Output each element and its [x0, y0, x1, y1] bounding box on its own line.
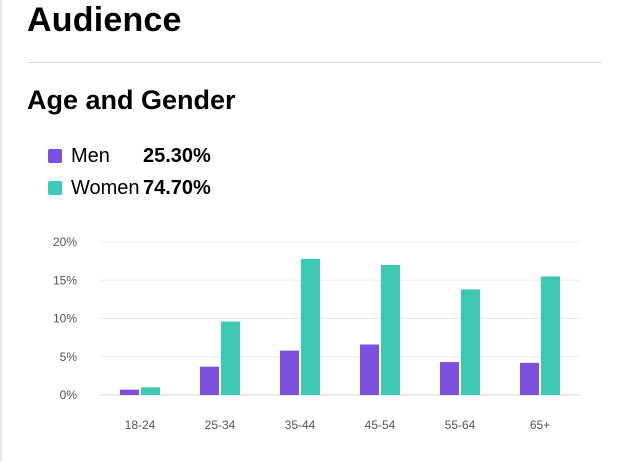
- y-tick-label: 5%: [60, 350, 78, 364]
- y-tick-label: 10%: [53, 312, 77, 326]
- legend-item-men[interactable]: Men 25.30%: [48, 140, 211, 172]
- y-tick-label: 15%: [53, 273, 77, 287]
- section-divider: [27, 62, 602, 63]
- legend-label-women: Women: [71, 176, 140, 199]
- legend-item-women[interactable]: Women 74.70%: [48, 172, 211, 204]
- legend-swatch-men: [48, 149, 62, 163]
- bar-men-18-24: [120, 389, 139, 395]
- legend-swatch-women: [48, 181, 62, 195]
- bar-men-25-34: [200, 366, 219, 395]
- bar-men-35-44: [280, 350, 299, 395]
- bar-men-55-64: [440, 362, 459, 395]
- legend-value-men: 25.30%: [143, 144, 211, 167]
- x-tick-label: 25-34: [205, 418, 236, 432]
- section-title: Audience: [27, 1, 182, 39]
- bar-women-45-54: [381, 264, 400, 395]
- chart-title: Age and Gender: [27, 85, 236, 115]
- bar-men-45-54: [360, 344, 379, 395]
- x-tick-label: 45-54: [365, 418, 396, 432]
- bar-women-55-64: [461, 289, 480, 395]
- label-layer: 0% 5% 10% 15% 20% 18-24 25-34 35-44 45-54 55-64 65…: [53, 235, 550, 432]
- legend-value-women: 74.70%: [143, 176, 211, 199]
- left-border: [0, 0, 2, 461]
- y-tick-label: 20%: [53, 235, 77, 249]
- legend-label-men: Men: [71, 144, 110, 167]
- bar-women-35-44: [301, 258, 320, 395]
- bar-women-18-24: [141, 387, 160, 395]
- x-tick-label: 18-24: [125, 418, 156, 432]
- bar-women-65+: [541, 276, 560, 395]
- bar-women-25-34: [221, 321, 240, 395]
- chart-legend: Men 25.30% Women 74.70%: [48, 140, 211, 204]
- y-tick-label: 0%: [60, 388, 78, 402]
- bar-layer: [120, 258, 560, 395]
- x-tick-label: 65+: [530, 418, 550, 432]
- x-tick-label: 55-64: [445, 418, 476, 432]
- grid-layer: [100, 241, 580, 396]
- bar-men-65+: [520, 362, 539, 395]
- x-tick-label: 35-44: [285, 418, 316, 432]
